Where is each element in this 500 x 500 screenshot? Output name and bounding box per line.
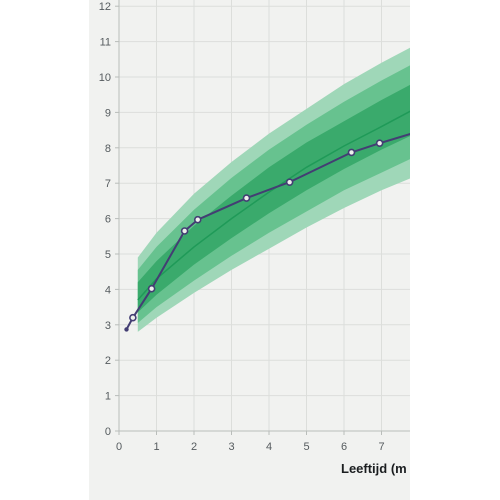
axes <box>115 0 410 435</box>
y-tick-label-10: 10 <box>99 72 111 84</box>
data-point[interactable] <box>147 284 156 293</box>
y-tick-label-6: 6 <box>105 214 111 226</box>
x-tick-label-5: 5 <box>303 441 309 453</box>
x-tick-label-0: 0 <box>116 441 122 453</box>
x-tick-label-1: 1 <box>153 441 159 453</box>
median-line <box>137 110 410 301</box>
x-tick-label-7: 7 <box>378 441 384 453</box>
y-tick-label-1: 1 <box>105 391 111 403</box>
band-p25-p75 <box>137 84 410 313</box>
y-tick-label-3: 3 <box>105 320 111 332</box>
y-tick-label-0: 0 <box>105 426 111 438</box>
data-point[interactable] <box>347 148 356 157</box>
y-tick-label-11: 11 <box>100 37 111 49</box>
y-tick-label-12: 12 <box>99 1 111 13</box>
x-tick-label-2: 2 <box>191 441 197 453</box>
data-point[interactable] <box>180 227 189 235</box>
data-point[interactable] <box>285 178 294 186</box>
x-tick-label-4: 4 <box>266 441 272 453</box>
x-tick-label-3: 3 <box>228 441 234 453</box>
reference-bands <box>137 47 410 332</box>
y-tick-label-9: 9 <box>105 107 111 119</box>
y-tick-label-7: 7 <box>105 178 111 190</box>
y-tick-label-5: 5 <box>105 249 111 261</box>
x-tick-label-6: 6 <box>341 441 347 453</box>
measurement-series <box>124 133 410 332</box>
series-line <box>125 133 410 330</box>
data-point[interactable] <box>129 313 137 322</box>
y-tick-label-8: 8 <box>105 143 111 155</box>
data-point[interactable] <box>375 139 384 147</box>
data-point[interactable] <box>124 327 129 332</box>
y-tick-label-4: 4 <box>105 284 111 296</box>
data-point[interactable] <box>242 194 251 202</box>
data-point[interactable] <box>193 215 202 224</box>
y-tick-label-2: 2 <box>105 355 111 367</box>
x-axis-label: Leeftijd (m <box>341 461 407 476</box>
